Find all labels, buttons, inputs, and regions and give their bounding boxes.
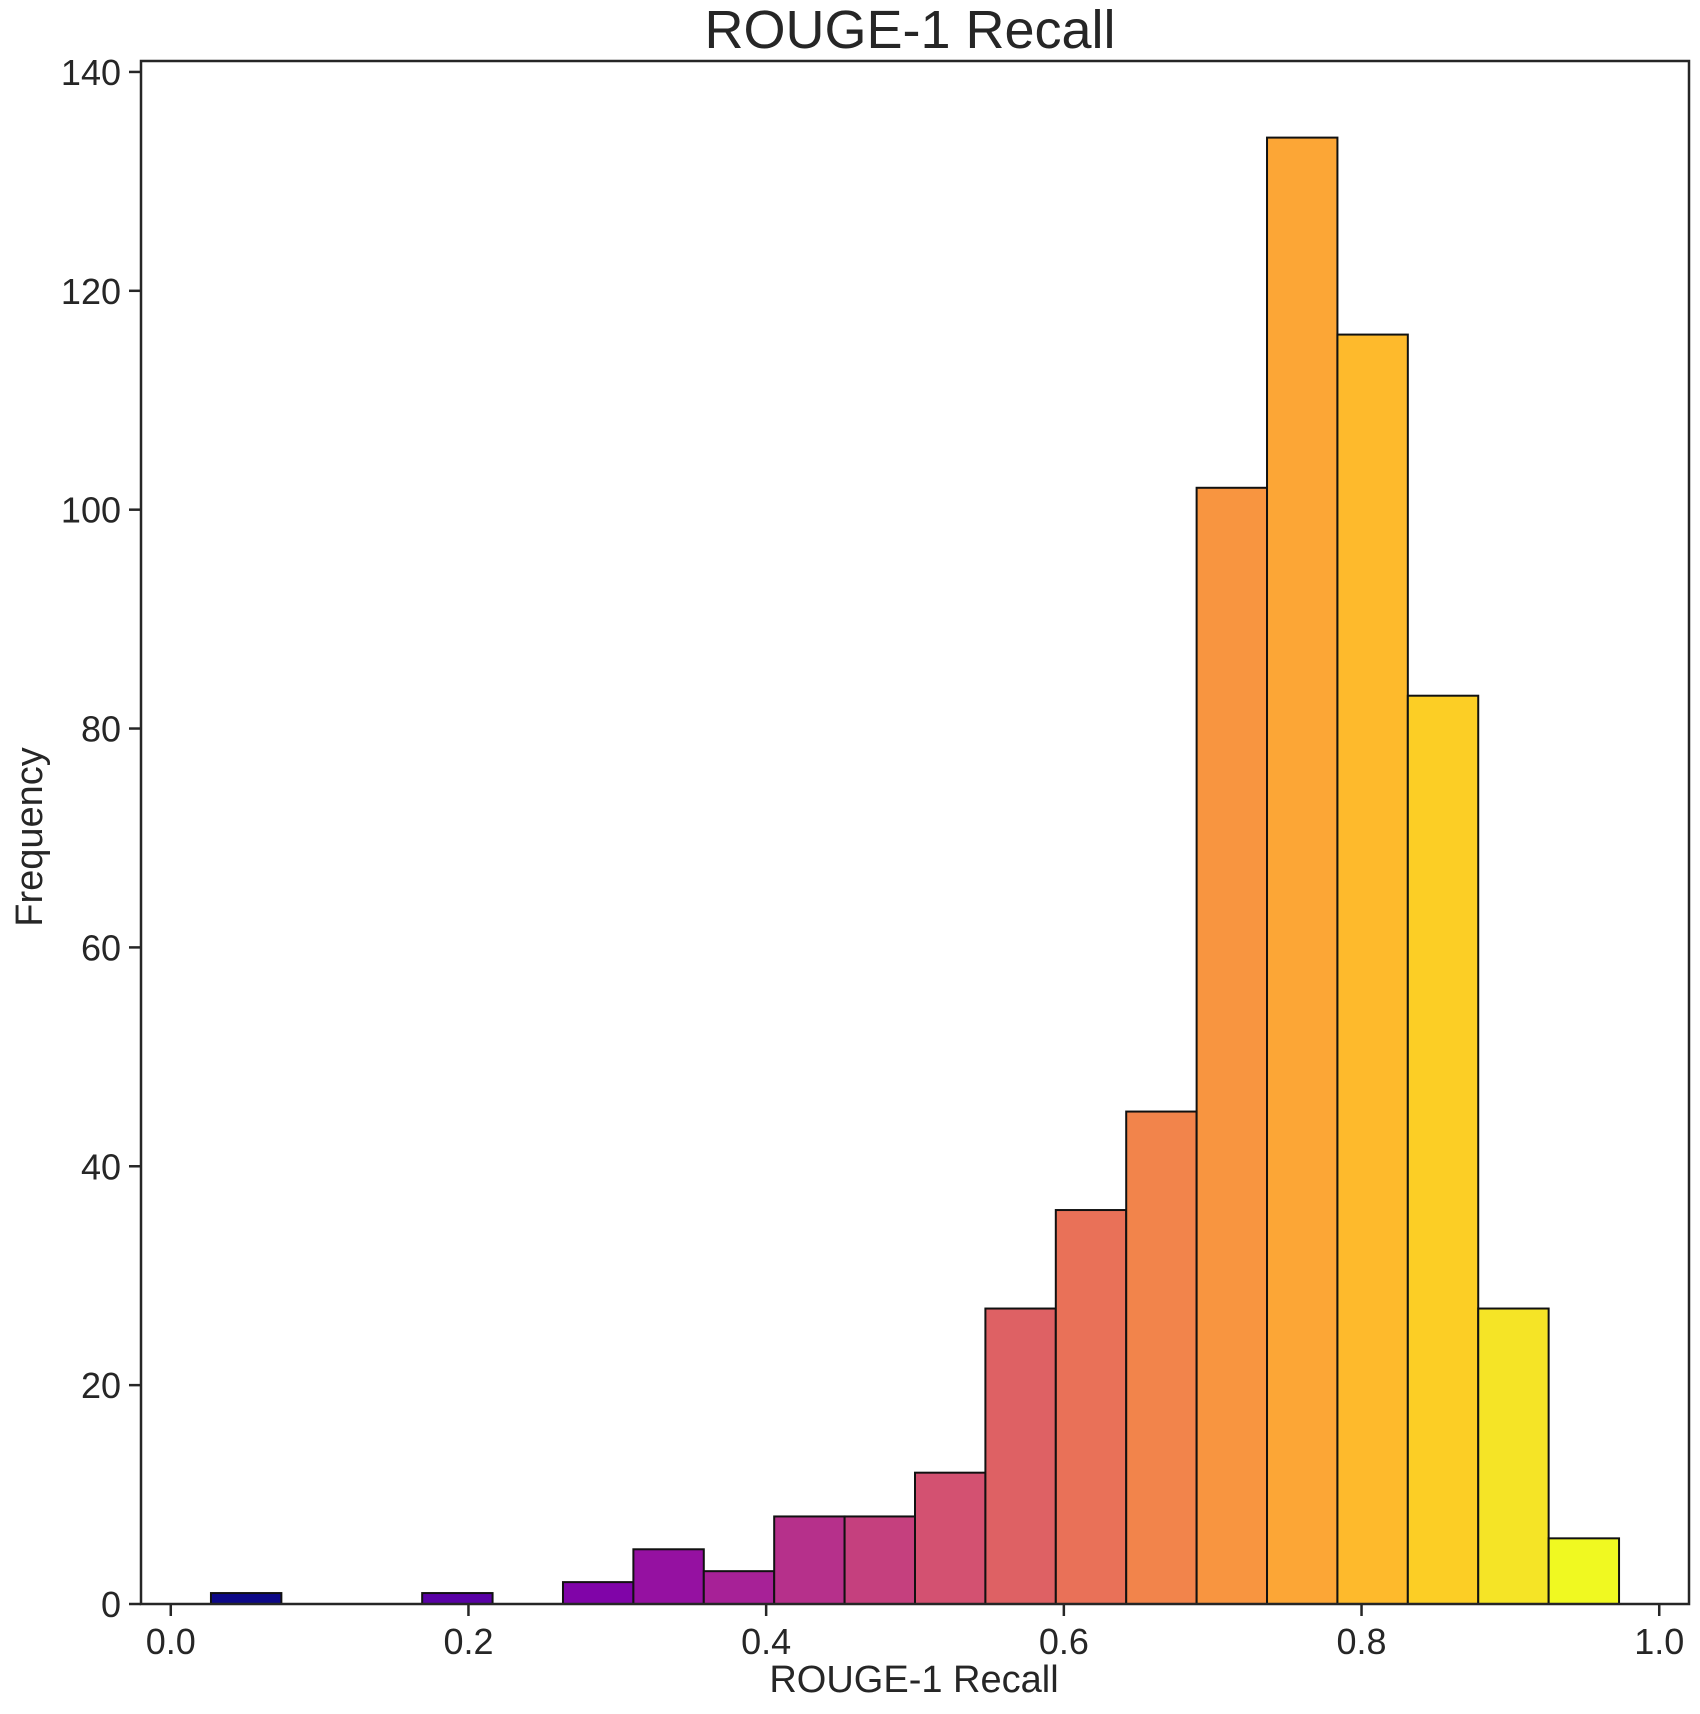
histogram-bar (773, 1515, 846, 1605)
x-tick-label: 0.0 (146, 1621, 196, 1662)
histogram-bar (843, 1515, 916, 1605)
histogram-bar (984, 1307, 1057, 1605)
histogram-bar (1336, 333, 1409, 1606)
histogram-bar (632, 1548, 705, 1606)
histogram-bar (1266, 136, 1339, 1606)
bars-layer (209, 136, 1621, 1606)
histogram-bar (209, 1592, 283, 1606)
x-tick-label: 0.6 (1039, 1621, 1089, 1662)
x-tick-label: 0.4 (741, 1621, 791, 1662)
histogram-bar (1406, 694, 1480, 1605)
histogram-bar (421, 1592, 494, 1606)
x-tick-label: 0.8 (1337, 1621, 1387, 1662)
y-tick-label: 60 (81, 927, 121, 968)
y-tick-label: 20 (81, 1365, 121, 1406)
x-axis-title: ROUGE-1 Recall (769, 1659, 1058, 1701)
histogram-bar (702, 1570, 776, 1605)
x-tick-label: 1.0 (1634, 1621, 1684, 1662)
y-axis-title: Frequency (9, 747, 51, 927)
chart-title: ROUGE-1 Recall (704, 0, 1115, 60)
y-tick-label: 40 (81, 1146, 121, 1187)
histogram-bar (1195, 486, 1269, 1605)
y-tick-label: 80 (81, 709, 121, 750)
histogram-bar (914, 1471, 987, 1606)
histogram-bar (1125, 1110, 1198, 1606)
y-tick-label: 140 (61, 52, 121, 93)
histogram-bar (1477, 1307, 1550, 1605)
y-tick-label: 120 (61, 271, 121, 312)
y-axis-ticks: 0 20 40 60 80 100 120 140 (61, 52, 141, 1625)
y-tick-label: 100 (61, 490, 121, 531)
x-tick-label: 0.2 (443, 1621, 493, 1662)
histogram-bar (1547, 1537, 1621, 1606)
histogram-bar (561, 1581, 635, 1606)
histogram-bar (1054, 1209, 1128, 1606)
x-axis-ticks: 0.0 0.2 0.4 0.6 0.8 1.0 (146, 1604, 1684, 1662)
plot-frame (139, 59, 1691, 1606)
y-tick-label: 0 (101, 1584, 121, 1625)
